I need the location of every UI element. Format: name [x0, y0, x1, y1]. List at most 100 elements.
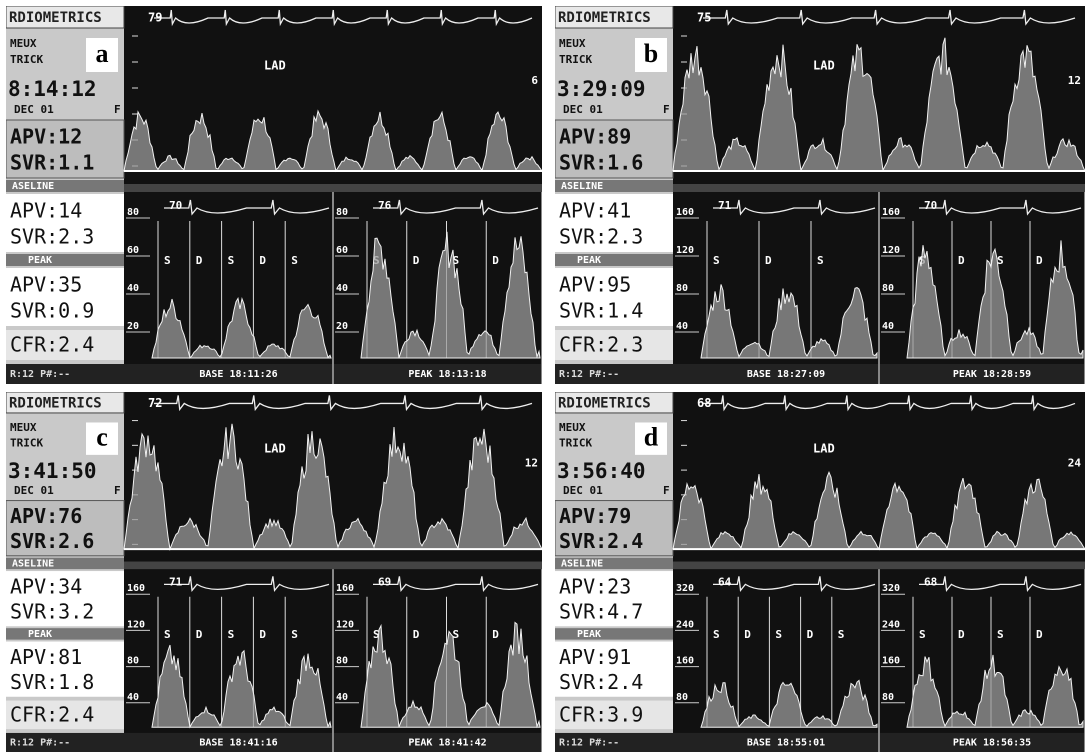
ecg-trace — [373, 576, 538, 590]
sd-label: S — [228, 628, 235, 641]
flow-wave — [907, 240, 1083, 358]
flow-wave — [673, 472, 1085, 549]
flag: F — [663, 103, 670, 116]
divider — [673, 562, 1085, 570]
heart-rate: 68 — [924, 575, 937, 588]
scale-label: 240 — [676, 619, 694, 630]
ecg-trace — [373, 200, 538, 214]
scale-label: 80 — [336, 656, 348, 667]
figure: RDIOMETRICSMEUXTRICKa8:14:12DEC 01FAPV:1… — [0, 0, 1085, 754]
peak-label: PEAK — [577, 255, 601, 266]
peak-apv: APV:81 — [10, 645, 82, 669]
flow-wave — [361, 622, 540, 727]
ecg-trace — [919, 200, 1081, 214]
sd-label: S — [164, 628, 171, 641]
scale-label: 40 — [127, 283, 139, 294]
rest-svr: SVR:2.6 — [10, 529, 94, 553]
sd-label: D — [196, 254, 203, 267]
peak-bar — [6, 254, 124, 266]
footer: R:12 P#:-- — [559, 369, 619, 380]
footer: R:12 P#:-- — [10, 737, 70, 748]
scale-label: 60 — [336, 245, 348, 256]
base-apv: APV:14 — [10, 199, 82, 223]
panel: RDIOMETRICSMEUXTRICKc3:41:50DEC 01FAPV:7… — [6, 392, 542, 752]
rest-apv: APV:79 — [559, 504, 631, 528]
scale-label: 80 — [127, 656, 139, 667]
device-header: RDIOMETRICS — [558, 10, 651, 26]
footer: R:12 P#:-- — [10, 369, 70, 380]
scale-label: 40 — [882, 321, 894, 332]
scale-label: 160 — [336, 583, 354, 594]
sd-label: D — [413, 628, 420, 641]
scale-label: 40 — [676, 321, 688, 332]
sd-label: S — [291, 628, 298, 641]
scale-label: 12 — [525, 456, 538, 469]
time: 3:41:50 — [8, 459, 97, 483]
rest-svr: SVR:2.4 — [559, 529, 643, 553]
footer: R:12 P#:-- — [559, 737, 619, 748]
patient-name: MEUX — [10, 421, 37, 434]
heart-rate: 70 — [924, 199, 937, 212]
panel: RDIOMETRICSMEUXTRICKb3:29:09DEC 01FAPV:8… — [555, 6, 1085, 384]
peak-label: PEAK — [577, 629, 601, 640]
base-apv: APV:41 — [559, 199, 631, 223]
base-apv: APV:23 — [559, 575, 631, 599]
sd-label: D — [1036, 254, 1043, 267]
scale-label: 80 — [882, 692, 894, 703]
scale-label: 120 — [676, 245, 694, 256]
device-header: RDIOMETRICS — [558, 395, 651, 411]
cfr: CFR:2.4 — [10, 333, 94, 357]
flag: F — [663, 484, 670, 497]
ecg-trace — [154, 395, 532, 409]
panel-letter: d — [644, 423, 659, 452]
cfr: CFR:3.9 — [559, 702, 643, 726]
vessel-label: LAD — [264, 59, 286, 73]
device-header: RDIOMETRICS — [9, 395, 102, 411]
heart-rate: 79 — [148, 11, 162, 25]
peak-apv: APV:91 — [559, 645, 631, 669]
scale-label: 120 — [882, 245, 900, 256]
base-apv: APV:34 — [10, 575, 82, 599]
scale-label: 80 — [882, 283, 894, 294]
rest-apv: APV:12 — [10, 125, 82, 149]
scale-label: 20 — [127, 321, 139, 332]
rest-svr: SVR:1.6 — [559, 151, 643, 175]
peak-svr: SVR:1.8 — [10, 670, 94, 694]
recording-time: PEAK 18:28:59 — [953, 369, 1031, 380]
sd-label: S — [291, 254, 298, 267]
baseline-label: ASELINE — [12, 558, 54, 569]
sd-label: D — [958, 628, 965, 641]
scale-label: 40 — [336, 283, 348, 294]
recording-time: PEAK 18:13:18 — [408, 369, 486, 380]
sd-label: S — [997, 628, 1004, 641]
scale-label: 80 — [676, 283, 688, 294]
recording-time: BASE 18:55:01 — [747, 737, 825, 748]
baseline-label: ASELINE — [561, 181, 603, 192]
divider — [124, 184, 542, 192]
sd-label: D — [492, 628, 499, 641]
sd-label: S — [919, 628, 926, 641]
time: 3:56:40 — [557, 459, 646, 483]
patient-name: TRICK — [10, 436, 43, 449]
scale-label: 24 — [1068, 456, 1082, 469]
base-svr: SVR:2.3 — [10, 225, 94, 249]
sd-label: S — [817, 254, 824, 267]
scale-label: 160 — [882, 207, 900, 218]
base-svr: SVR:3.2 — [10, 599, 94, 623]
scale-label: 60 — [127, 245, 139, 256]
flow-wave — [361, 232, 540, 358]
heart-rate: 68 — [697, 396, 711, 410]
scale-label: 160 — [882, 656, 900, 667]
patient-name: TRICK — [10, 53, 43, 66]
sd-label: D — [958, 254, 965, 267]
recording-time: BASE 18:11:26 — [199, 369, 277, 380]
peak-svr: SVR:1.4 — [559, 299, 643, 323]
sd-label: S — [228, 254, 235, 267]
peak-bar — [555, 254, 673, 266]
base-svr: SVR:4.7 — [559, 599, 643, 623]
flow-wave — [701, 284, 877, 358]
sd-label: S — [838, 628, 845, 641]
scale-label: 320 — [882, 583, 900, 594]
heart-rate: 71 — [718, 199, 732, 212]
